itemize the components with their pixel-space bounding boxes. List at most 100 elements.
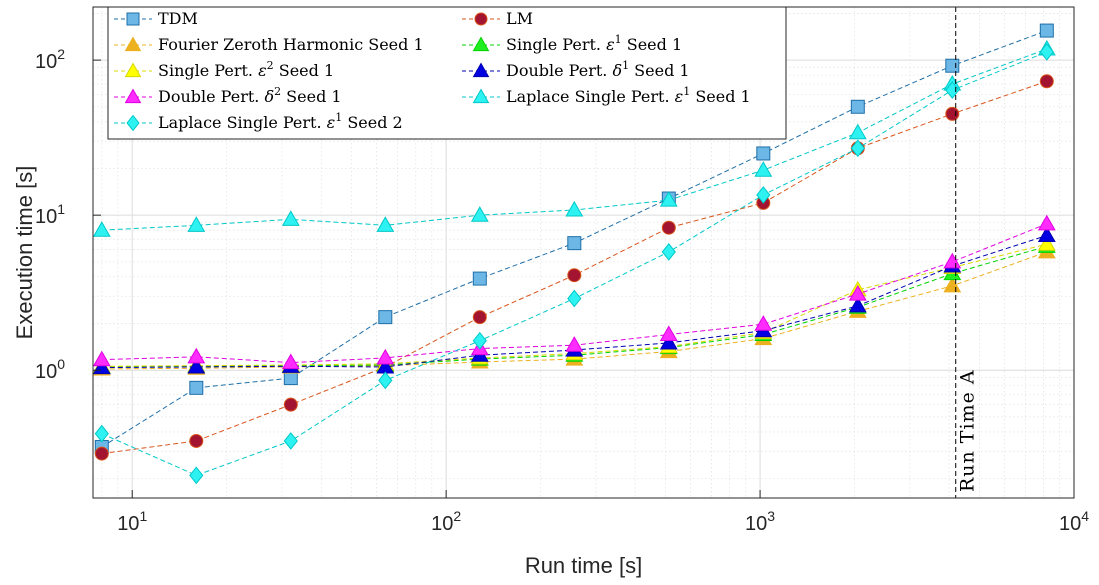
legend-marker	[472, 88, 490, 104]
y-tick-label: 101	[35, 201, 65, 228]
data-point	[567, 289, 582, 308]
legend-entry: Single Pert. ε1 Seed 1	[462, 33, 682, 54]
legend-entry: LM	[462, 9, 533, 28]
legend-label: Single Pert. ε2 Seed 1	[158, 59, 334, 80]
legend-entry: Laplace Single Pert. ε1 Seed 2	[114, 111, 403, 132]
data-point	[92, 221, 111, 237]
series-8	[94, 43, 1054, 485]
legend-entry: TDM	[114, 9, 198, 28]
legend-marker	[126, 114, 140, 132]
x-tick-label: 104	[1059, 508, 1089, 535]
legend-marker	[124, 88, 142, 104]
data-point	[187, 216, 206, 232]
legend-label: Laplace Single Pert. ε1 Seed 2	[158, 111, 403, 132]
data-point	[376, 216, 395, 232]
legend-label: Double Pert. δ2 Seed 1	[158, 85, 342, 106]
legend-marker	[124, 36, 142, 52]
data-point	[661, 242, 676, 261]
x-tick-label: 101	[117, 508, 147, 535]
legend-label: TDM	[158, 9, 198, 28]
data-point	[659, 325, 678, 342]
annotation-label: Run Time A	[957, 369, 979, 492]
legend-marker	[124, 62, 142, 78]
data-point	[945, 58, 960, 73]
data-point	[472, 331, 487, 350]
data-point	[378, 371, 393, 390]
data-point	[945, 81, 960, 100]
data-point	[848, 296, 867, 313]
data-point	[1037, 235, 1056, 251]
legend-label: Laplace Single Pert. ε1 Seed 1	[506, 85, 751, 106]
data-point	[565, 336, 584, 352]
data-point	[659, 333, 678, 350]
legend-marker	[126, 12, 140, 26]
legend-box	[107, 6, 787, 140]
data-point	[283, 397, 298, 412]
legend-label: Fourier Zeroth Harmonic Seed 1	[158, 35, 424, 54]
data-point	[281, 210, 300, 226]
data-point	[659, 191, 678, 207]
data-point	[94, 424, 109, 443]
data-point	[187, 347, 206, 364]
legend-entry: Single Pert. ε2 Seed 1	[114, 59, 334, 80]
data-point	[376, 348, 395, 365]
legend-entry: Double Pert. δ1 Seed 1	[462, 59, 690, 80]
series-7	[92, 39, 1056, 237]
series-1	[94, 74, 1054, 461]
data-point	[567, 268, 582, 283]
data-point	[189, 433, 204, 448]
data-point	[1039, 74, 1054, 89]
legend-marker	[472, 36, 490, 52]
legend-label: Double Pert. δ1 Seed 1	[506, 59, 690, 80]
data-point	[567, 236, 582, 251]
data-point	[92, 350, 111, 367]
data-point	[378, 310, 393, 325]
data-point	[943, 252, 962, 269]
y-tick-label: 102	[35, 46, 65, 73]
legend-marker	[474, 12, 488, 26]
series-6	[92, 214, 1056, 370]
data-point	[281, 353, 300, 370]
data-point	[943, 276, 962, 293]
series-layer	[92, 23, 1056, 485]
data-point	[848, 284, 867, 301]
data-point	[754, 161, 773, 177]
legend-entry: Laplace Single Pert. ε1 Seed 1	[462, 85, 751, 106]
x-tick-label: 102	[431, 508, 461, 535]
x-tick-label: 103	[745, 508, 775, 535]
data-point	[754, 315, 773, 331]
legend-marker	[472, 62, 490, 78]
data-point	[189, 466, 204, 485]
data-point	[1039, 23, 1054, 38]
data-point	[472, 271, 487, 286]
legend-label: LM	[506, 9, 533, 28]
data-point	[470, 206, 489, 222]
data-point	[94, 446, 109, 461]
y-tick-label: 100	[35, 356, 65, 383]
legend-entry: Double Pert. δ2 Seed 1	[114, 85, 342, 106]
data-point	[850, 139, 865, 158]
data-point	[1039, 43, 1054, 61]
axis-ticks: 101 102 103 104 100 101 102	[35, 46, 1089, 535]
data-point	[945, 106, 960, 121]
data-point	[756, 186, 771, 204]
legend-label: Single Pert. ε1 Seed 1	[506, 33, 682, 54]
legend-entry: Fourier Zeroth Harmonic Seed 1	[114, 35, 424, 54]
data-point	[187, 357, 206, 374]
data-point	[850, 99, 865, 114]
legend: TDM LM Fourier Zeroth Harmonic Seed 1 Singl…	[107, 6, 787, 140]
y-axis-label: Execution time [s]	[12, 166, 37, 340]
data-point	[565, 200, 584, 217]
x-axis-label: Run time [s]	[525, 553, 642, 578]
data-point	[661, 220, 676, 235]
data-point	[283, 371, 298, 386]
data-point	[189, 380, 204, 395]
data-point	[1037, 226, 1056, 242]
data-point	[283, 432, 298, 450]
annotation-layer: Run Time A	[955, 7, 979, 498]
data-point	[472, 310, 487, 325]
data-point	[1037, 214, 1056, 231]
data-point	[848, 123, 867, 140]
